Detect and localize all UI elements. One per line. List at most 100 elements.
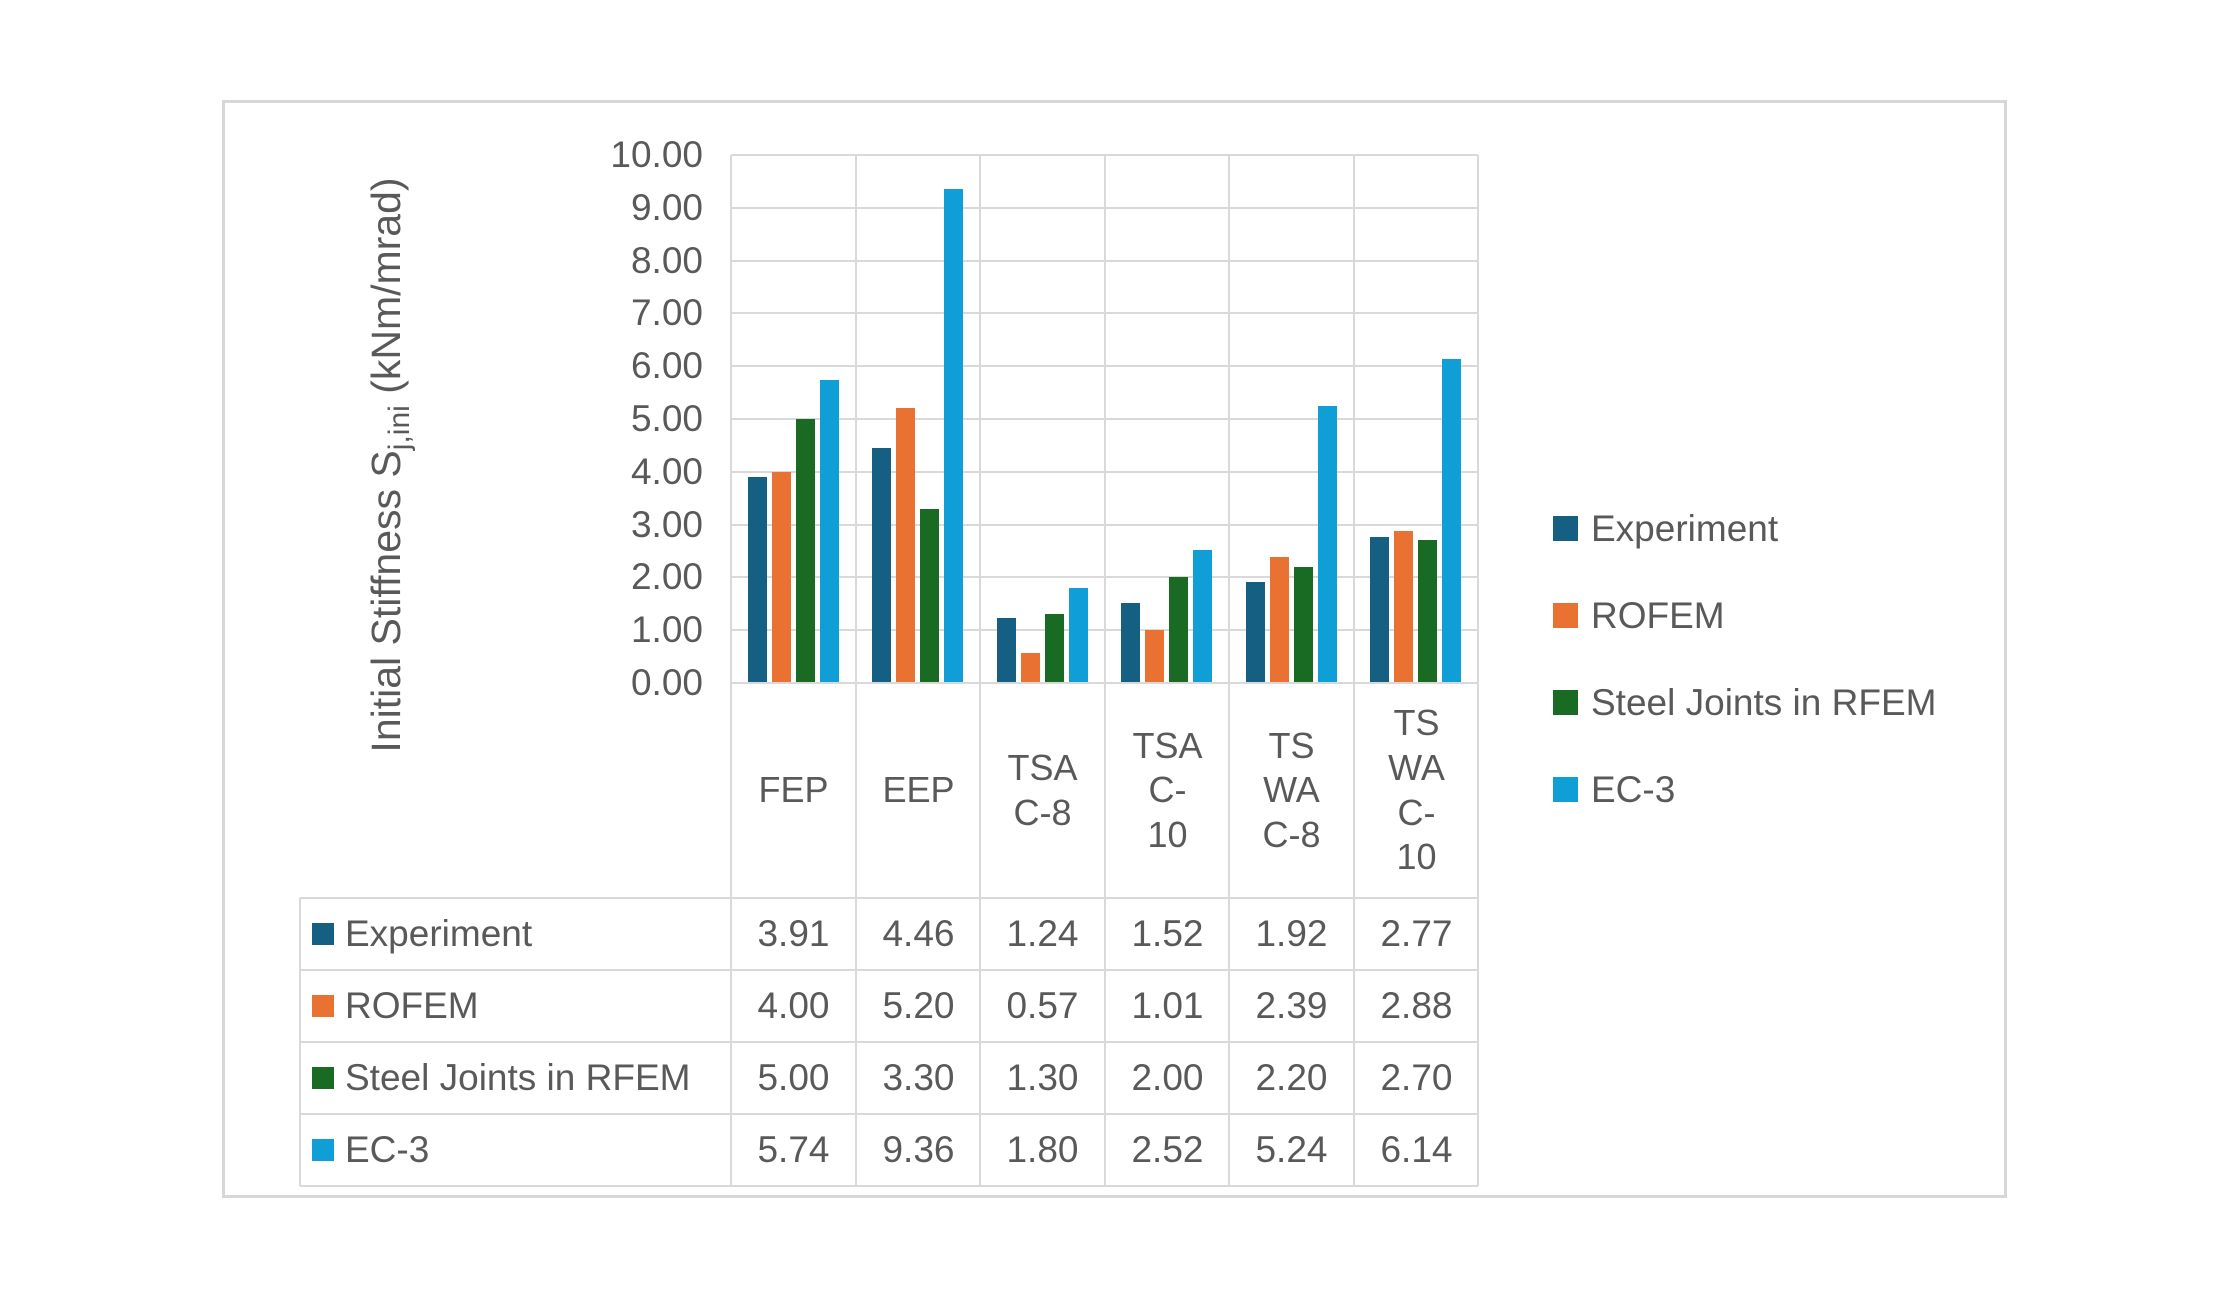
- table-value-ec-3-tsa-c-10: 2.52: [1131, 1129, 1204, 1170]
- table-value-experiment-eep: 4.46: [882, 913, 955, 954]
- table-row-border-4: [300, 1185, 1478, 1187]
- legend-item-rofem: ROFEM: [1553, 594, 1936, 636]
- series-name-label: ROFEM: [345, 985, 479, 1026]
- table-value-rofem-ts-wa-c-10: 2.88: [1380, 985, 1453, 1026]
- table-body-column-border-4: [1228, 898, 1230, 1186]
- bar-steel-joints-in-rfem-ts-wa-c-8: [1294, 567, 1313, 683]
- table-body-column-border-6: [1477, 898, 1479, 1186]
- y-axis-title: Initial Stiffness Sj,ini (kNm/mrad): [363, 177, 417, 752]
- table-value-experiment-tsa-c-10: 1.52: [1131, 913, 1204, 954]
- legend-item-experiment: Experiment: [1553, 507, 1936, 549]
- bar-rofem-eep: [896, 408, 915, 683]
- series-key-swatch-rofem: [312, 995, 334, 1017]
- table-header-column-border-3: [1104, 683, 1106, 898]
- chart-legend: Experiment ROFEM Steel Joints in RFEM EC-3: [1553, 507, 1937, 858]
- y-axis-tick-label-9: 9.00: [630, 187, 703, 228]
- table-header-column-border-4: [1228, 683, 1230, 898]
- legend-label-rofem: ROFEM: [1591, 594, 1725, 636]
- y-axis-title-unit: (kNm/mrad): [363, 177, 409, 406]
- table-header-column-border-5: [1353, 683, 1355, 898]
- bar-steel-joints-in-rfem-fep: [796, 419, 815, 683]
- legend-label-steel-joints-in-rfem: Steel Joints in RFEM: [1591, 681, 1937, 723]
- table-value-steel-joints-in-rfem-tsa-c-10: 2.00: [1131, 1057, 1204, 1098]
- table-header-column-border-6: [1477, 683, 1479, 898]
- category-header-fep: FEP: [758, 769, 829, 811]
- table-left-border: [299, 898, 301, 1186]
- table-row-border-0: [300, 897, 1478, 899]
- table-value-experiment-ts-wa-c-10: 2.77: [1380, 913, 1453, 954]
- series-name-label: EC-3: [345, 1129, 430, 1170]
- bar-experiment-fep: [748, 477, 767, 683]
- v-gridline-4: [1228, 155, 1230, 683]
- bar-steel-joints-in-rfem-ts-wa-c-10: [1418, 540, 1437, 683]
- table-series-name-rofem: ROFEM: [300, 970, 731, 1042]
- legend-swatch-steel-joints-in-rfem: [1553, 690, 1578, 715]
- table-header-column-border-2: [979, 683, 981, 898]
- chart-outer-frame: [222, 100, 2007, 1198]
- table-series-name-experiment: Experiment: [300, 898, 731, 970]
- table-value-steel-joints-in-rfem-ts-wa-c-8: 2.20: [1255, 1057, 1328, 1098]
- v-gridline-5: [1353, 155, 1355, 683]
- bar-steel-joints-in-rfem-eep: [920, 509, 939, 683]
- legend-swatch-ec-3: [1553, 777, 1578, 802]
- category-header-ts-wa-c-8: TS WA C-8: [1262, 724, 1321, 855]
- v-gridline-1: [855, 155, 857, 683]
- bar-experiment-tsa-c-8: [997, 618, 1016, 683]
- bar-steel-joints-in-rfem-tsa-c-8: [1045, 614, 1064, 683]
- bar-ec-3-ts-wa-c-8: [1318, 406, 1337, 683]
- table-series-name-steel-joints-in-rfem: Steel Joints in RFEM: [300, 1042, 731, 1114]
- v-gridline-6: [1477, 155, 1479, 683]
- table-row-border-2: [300, 1041, 1478, 1043]
- category-header-tsa-c-10: TSA C- 10: [1132, 724, 1203, 855]
- category-header-tsa-c-8: TSA C-8: [1007, 746, 1078, 833]
- table-value-experiment-ts-wa-c-8: 1.92: [1255, 913, 1328, 954]
- legend-item-ec-3: EC-3: [1553, 768, 1936, 810]
- table-value-steel-joints-in-rfem-ts-wa-c-10: 2.70: [1380, 1057, 1453, 1098]
- table-value-rofem-ts-wa-c-8: 2.39: [1255, 985, 1328, 1026]
- table-header-column-border-1: [855, 683, 857, 898]
- bar-experiment-eep: [872, 448, 891, 683]
- y-axis-tick-label-4: 4.00: [630, 451, 703, 492]
- table-value-steel-joints-in-rfem-eep: 3.30: [882, 1057, 955, 1098]
- bar-rofem-tsa-c-8: [1021, 653, 1040, 683]
- y-axis-tick-label-6: 6.00: [630, 345, 703, 386]
- table-row-border-1: [300, 969, 1478, 971]
- bar-experiment-tsa-c-10: [1121, 603, 1140, 683]
- table-row-border-3: [300, 1113, 1478, 1115]
- y-axis-title-subscript: j,ini: [383, 405, 416, 451]
- v-gridline-3: [1104, 155, 1106, 683]
- bar-rofem-fep: [772, 472, 791, 683]
- table-value-ec-3-ts-wa-c-8: 5.24: [1255, 1129, 1328, 1170]
- table-value-rofem-fep: 4.00: [757, 985, 830, 1026]
- bar-ec-3-ts-wa-c-10: [1442, 359, 1461, 683]
- bar-rofem-ts-wa-c-8: [1270, 557, 1289, 683]
- table-value-experiment-fep: 3.91: [757, 913, 830, 954]
- legend-label-experiment: Experiment: [1591, 507, 1779, 549]
- series-name-label: Experiment: [345, 913, 533, 954]
- bar-steel-joints-in-rfem-tsa-c-10: [1169, 577, 1188, 683]
- legend-label-ec-3: EC-3: [1591, 768, 1676, 810]
- bar-ec-3-fep: [820, 380, 839, 683]
- v-gridline-0: [730, 155, 732, 683]
- y-axis-tick-label-8: 8.00: [630, 240, 703, 281]
- table-value-ec-3-eep: 9.36: [882, 1129, 955, 1170]
- y-axis-title-text: Initial Stiffness S: [363, 450, 409, 753]
- table-value-ec-3-tsa-c-8: 1.80: [1006, 1129, 1079, 1170]
- y-axis-tick-label-3: 3.00: [630, 504, 703, 545]
- table-value-rofem-eep: 5.20: [882, 985, 955, 1026]
- v-gridline-2: [979, 155, 981, 683]
- table-value-ec-3-fep: 5.74: [757, 1129, 830, 1170]
- y-axis-tick-label-1: 1.00: [630, 609, 703, 650]
- bar-ec-3-tsa-c-8: [1069, 588, 1088, 683]
- table-value-ec-3-ts-wa-c-10: 6.14: [1380, 1129, 1453, 1170]
- y-axis-tick-label-2: 2.00: [630, 556, 703, 597]
- table-body-column-border-5: [1353, 898, 1355, 1186]
- category-header-eep: EEP: [882, 769, 955, 811]
- series-name-label: Steel Joints in RFEM: [345, 1057, 691, 1098]
- table-value-rofem-tsa-c-8: 0.57: [1006, 985, 1079, 1026]
- table-body-column-border-1: [855, 898, 857, 1186]
- table-series-name-ec-3: EC-3: [300, 1114, 731, 1186]
- table-body-column-border-3: [1104, 898, 1106, 1186]
- legend-swatch-rofem: [1553, 603, 1578, 628]
- series-key-swatch-ec-3: [312, 1139, 334, 1161]
